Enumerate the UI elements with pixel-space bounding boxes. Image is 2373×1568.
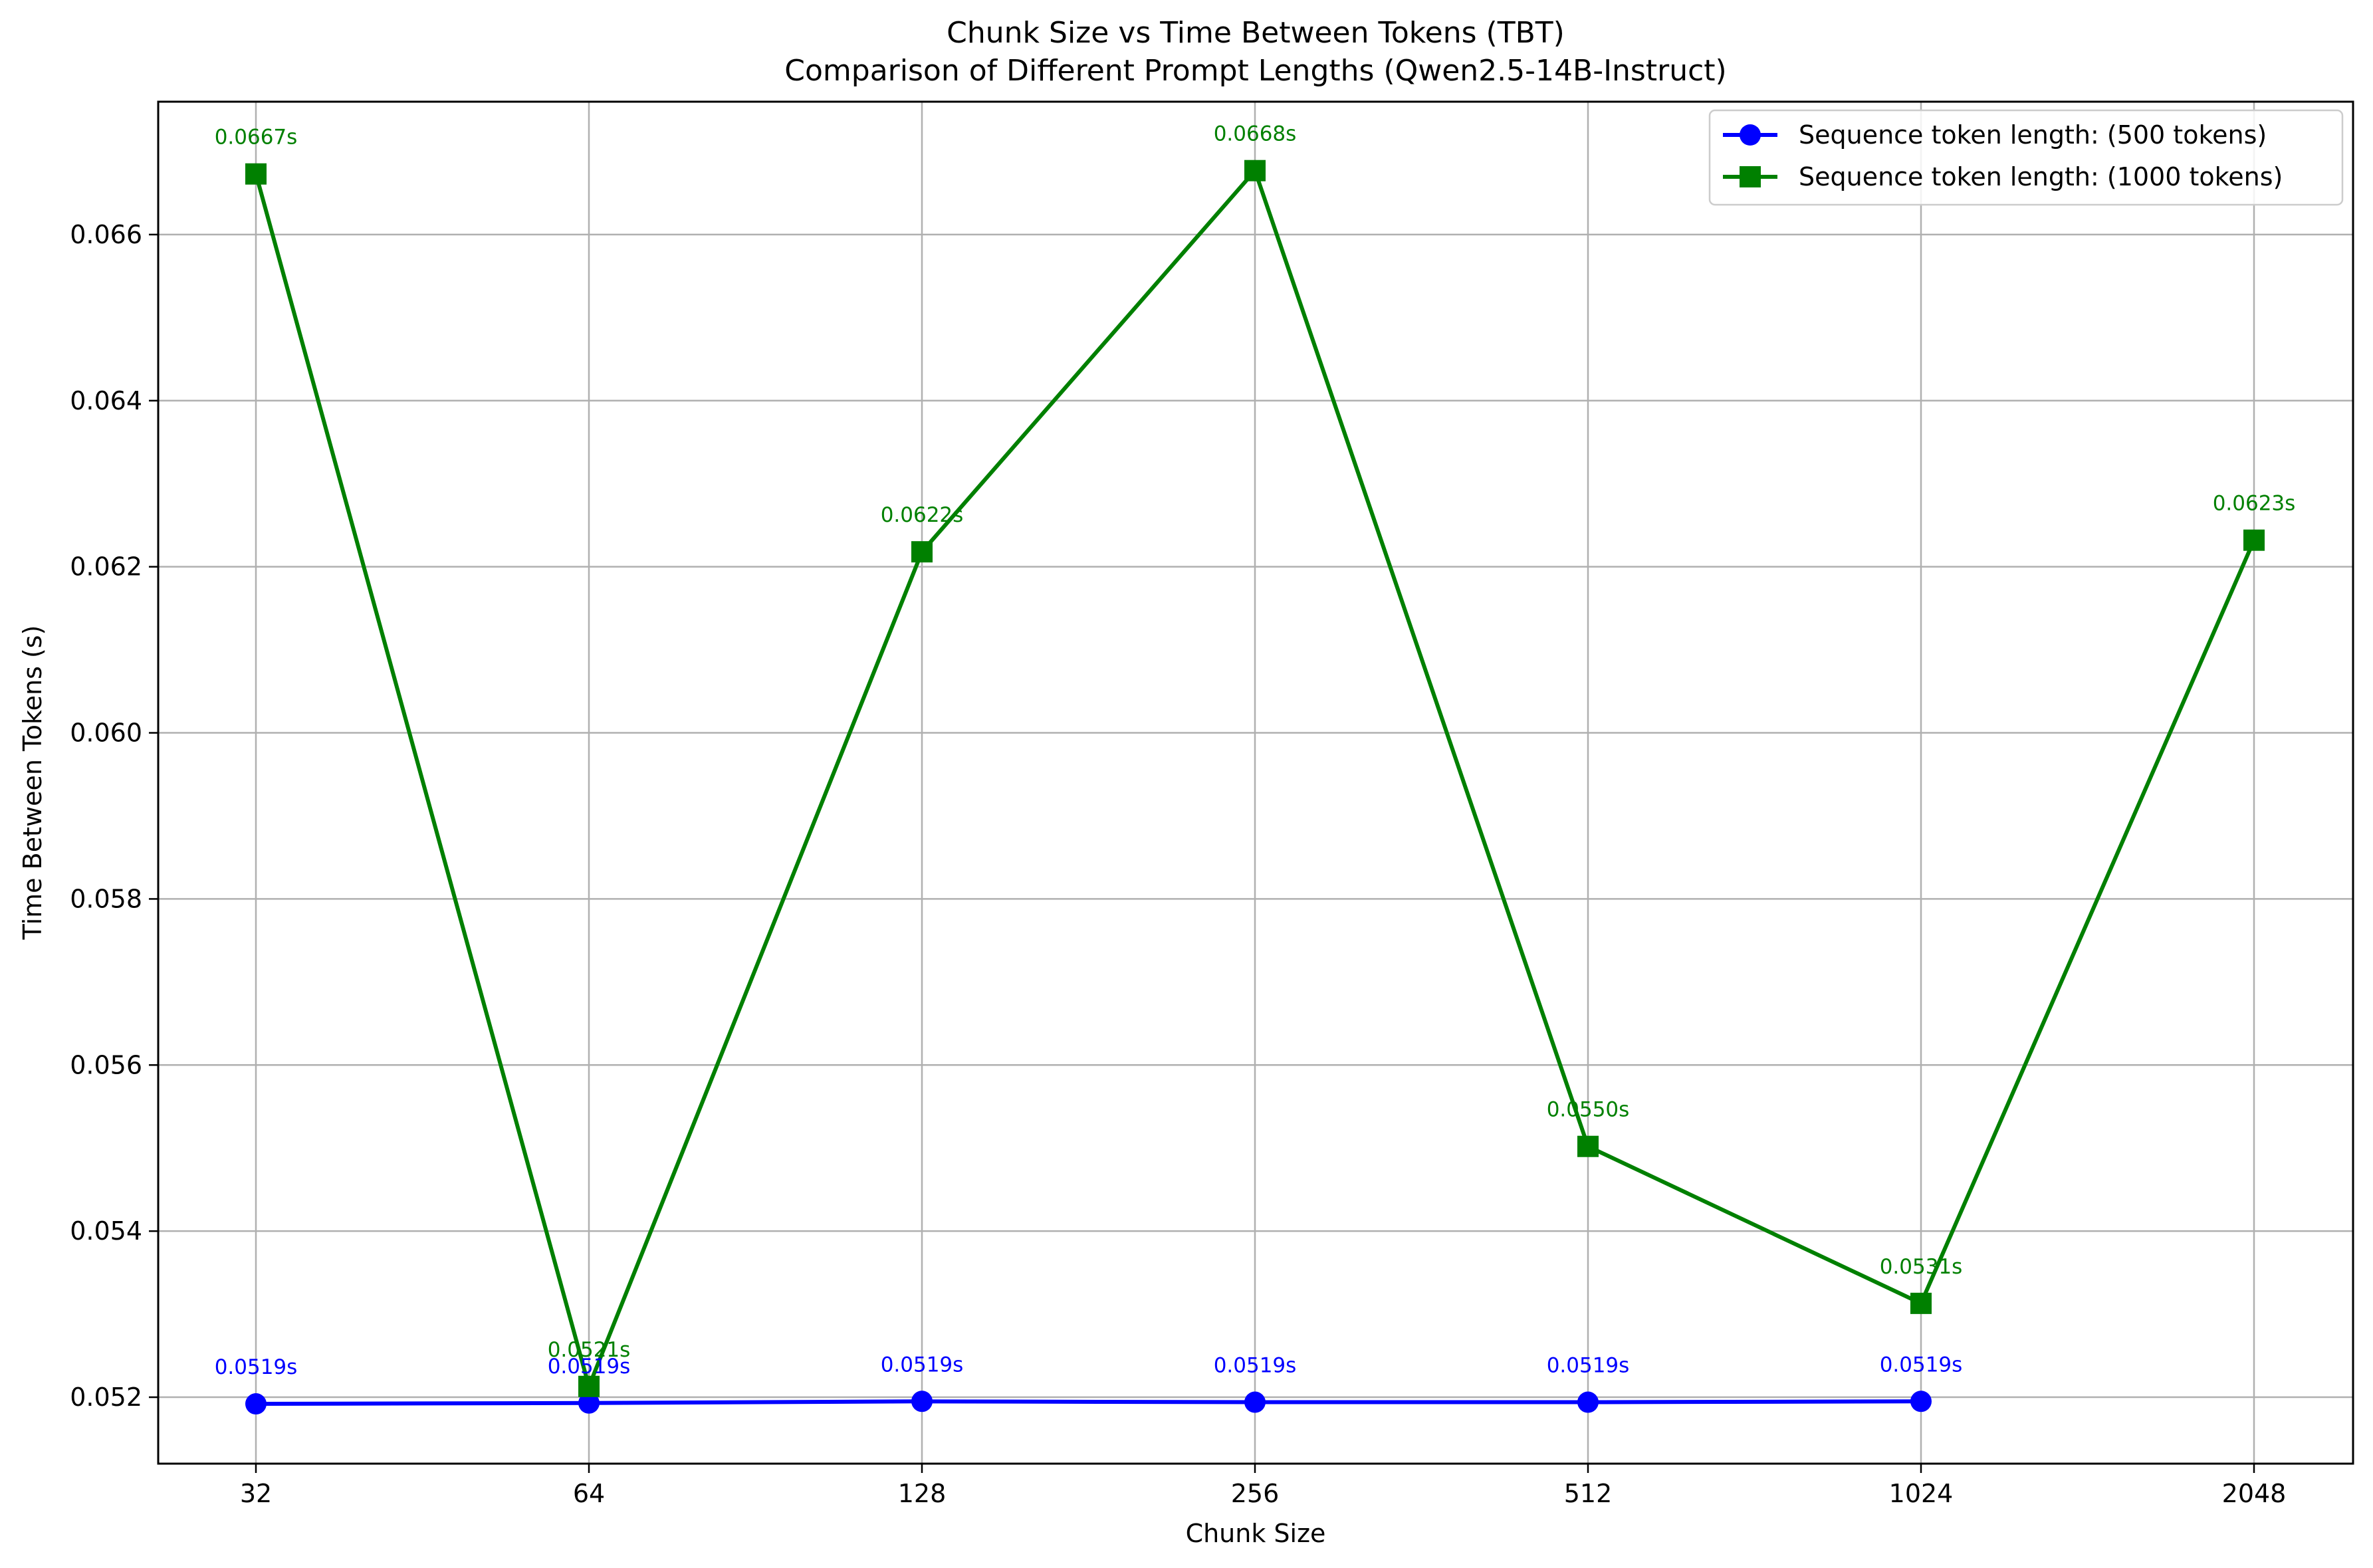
legend-marker-series-500 (1740, 124, 1761, 146)
series-1000-tokens (245, 160, 2265, 1397)
y-tick-label: 0.066 (70, 220, 142, 249)
y-tick-label: 0.062 (70, 552, 142, 582)
y-tick-label: 0.052 (70, 1383, 142, 1412)
data-label: 0.0519s (881, 1353, 964, 1377)
data-point (1577, 1135, 1599, 1157)
data-label: 0.0667s (215, 126, 298, 150)
data-label: 0.0519s (548, 1355, 631, 1379)
series-500-tokens (245, 1391, 1932, 1415)
data-point (911, 541, 933, 563)
data-label: 0.0623s (2213, 492, 2296, 516)
data-label: 0.0519s (215, 1355, 298, 1379)
data-point (245, 1393, 267, 1415)
data-label: 0.0622s (881, 503, 964, 527)
data-label: 0.0550s (1547, 1098, 1630, 1122)
y-tick-label: 0.056 (70, 1050, 142, 1079)
legend-marker-series-1000 (1740, 166, 1761, 187)
grid (158, 102, 2353, 1464)
y-axis-label: Time Between Tokens (s) (18, 625, 47, 941)
y-tick-label: 0.058 (70, 884, 142, 913)
x-tick-label: 128 (898, 1479, 947, 1508)
data-point (1244, 160, 1266, 181)
legend-label-series-500: Sequence token length: (500 tokens) (1799, 120, 2267, 150)
data-label: 0.0668s (1214, 122, 1297, 146)
data-point (2243, 529, 2265, 551)
x-tick-label: 256 (1231, 1479, 1280, 1508)
y-tick-label: 0.064 (70, 386, 142, 415)
legend-box (1708, 109, 2344, 206)
data-label: 0.0531s (1880, 1255, 1963, 1279)
data-point (578, 1392, 600, 1414)
series-layer: 0.0519s 0.0519s 0.0519s 0.0519s 0.0519s 0.051… (215, 122, 2296, 1415)
data-point (1910, 1292, 1932, 1314)
chart-subtitle: Comparison of Different Prompt Lengths (… (784, 54, 1726, 88)
y-tick-label: 0.060 (70, 719, 142, 748)
data-label: 0.0521s (548, 1338, 631, 1362)
x-tick-label: 512 (1564, 1479, 1613, 1508)
y-tick-label: 0.054 (70, 1216, 142, 1246)
series-line (255, 1399, 1922, 1406)
x-tick-label: 64 (573, 1479, 605, 1508)
x-tick-label: 32 (240, 1479, 272, 1508)
data-point (245, 163, 267, 185)
data-label: 0.0519s (1880, 1353, 1963, 1377)
x-tick-label: 1024 (1889, 1479, 1954, 1508)
chart-title: Chunk Size vs Time Between Tokens (TBT) (947, 16, 1565, 50)
data-point (1244, 1391, 1266, 1413)
data-point (578, 1375, 600, 1397)
data-label: 0.0519s (1547, 1354, 1630, 1378)
data-point (911, 1391, 933, 1412)
data-label: 0.0519s (1214, 1354, 1297, 1378)
legend-label-series-1000: Sequence token length: (1000 tokens) (1799, 162, 2283, 191)
legend: Sequence token length: (500 tokens) Sequ… (1708, 109, 2344, 206)
data-point (1910, 1391, 1932, 1412)
axes: 32 64 128 256 512 1024 2048 0.052 0.054 0.056 0.05… (70, 220, 2286, 1508)
x-axis-label: Chunk Size (1186, 1519, 1326, 1548)
x-tick-label: 2048 (2222, 1479, 2287, 1508)
data-point (1577, 1391, 1599, 1413)
